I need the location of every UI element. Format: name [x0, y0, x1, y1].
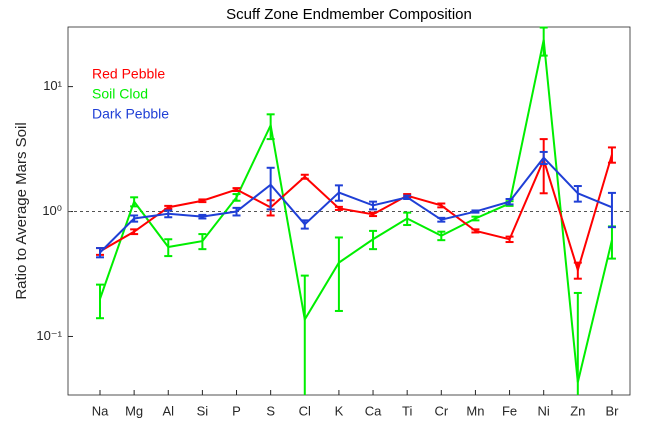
x-tick-label: Cl [299, 403, 311, 418]
x-tick-label: P [232, 403, 241, 418]
series-line [99, 154, 613, 274]
y-tick-label: 10⁰ [42, 203, 62, 218]
x-tick-label: Si [197, 403, 209, 418]
x-tick-label: Mn [466, 403, 484, 418]
x-tick-label: Ti [402, 403, 412, 418]
x-tick-label: Fe [502, 403, 517, 418]
x-tick-label: Zn [570, 403, 585, 418]
chart-title: Scuff Zone Endmember Composition [226, 6, 472, 23]
legend-label: Dark Pebble [92, 106, 169, 122]
series-line [99, 39, 613, 383]
x-tick-label: Mg [125, 403, 143, 418]
x-tick-label: Br [605, 403, 619, 418]
x-tick-label: S [266, 403, 275, 418]
series-line [99, 156, 613, 254]
y-tick-label: 10¹ [43, 78, 62, 93]
x-tick-label: Al [162, 403, 174, 418]
x-tick-label: K [335, 403, 344, 418]
y-axis-label: Ratio to Average Mars Soil [13, 122, 30, 299]
y-tick-label: 10⁻¹ [36, 328, 62, 343]
x-tick-label: Ca [365, 403, 382, 418]
x-tick-label: Na [92, 403, 109, 418]
legend-label: Red Pebble [92, 66, 165, 82]
legend-label: Soil Clod [92, 86, 148, 102]
x-tick-label: Ni [538, 403, 550, 418]
x-tick-label: Cr [434, 403, 448, 418]
